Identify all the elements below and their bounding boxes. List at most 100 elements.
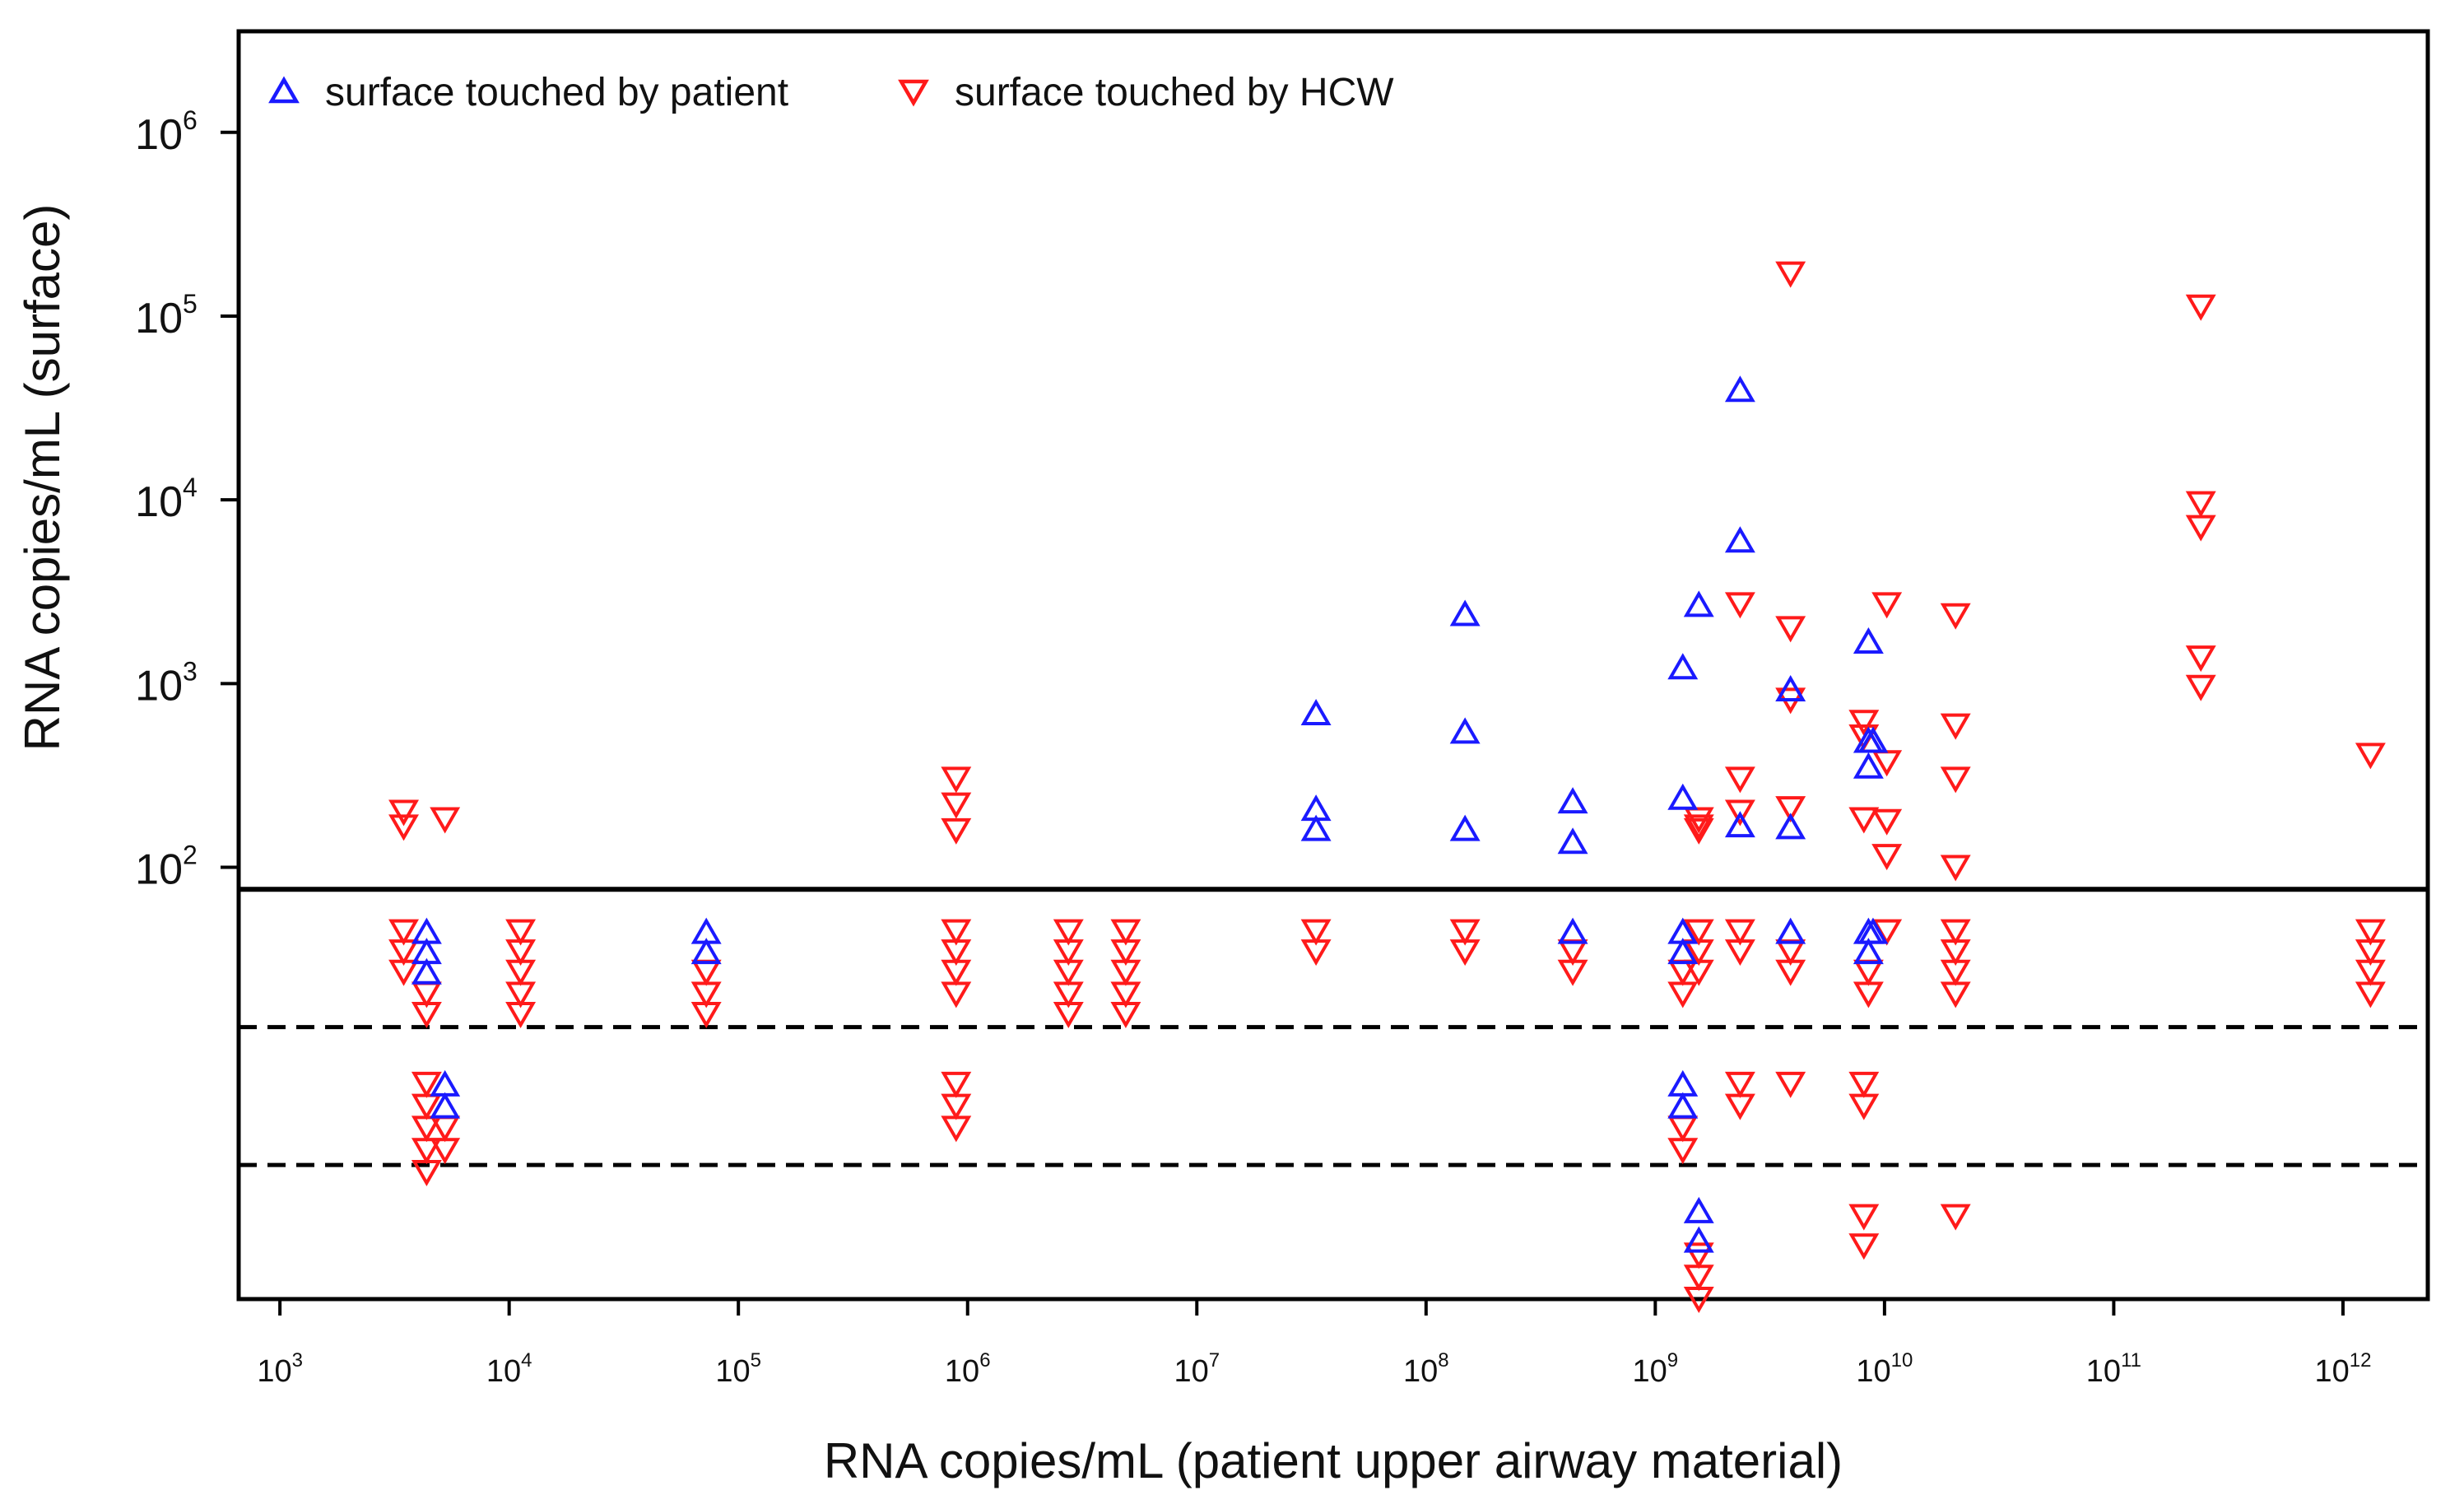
hcw-surface-point [1940, 939, 1971, 966]
patient-surface-point [430, 1092, 461, 1119]
patient-surface-point [411, 957, 442, 985]
patient-surface-point [1557, 917, 1588, 944]
x-tick-label: 106 [945, 1349, 991, 1389]
hcw-surface-point [1683, 814, 1714, 841]
legend-hcw-label: surface touched by HCW [955, 71, 1394, 114]
hcw-surface-point [2355, 743, 2386, 770]
hcw-surface-point [411, 1093, 442, 1120]
hcw-surface-point [1667, 981, 1699, 1008]
patient-surface-point [1557, 787, 1588, 814]
hcw-surface-point [1683, 959, 1714, 986]
hcw-surface-point [430, 1138, 461, 1165]
x-tick-label: 103 [257, 1349, 303, 1389]
hcw-surface-point [1940, 959, 1971, 986]
patient-surface-point [1857, 917, 1889, 944]
hcw-surface-point [505, 939, 537, 966]
hcw-surface-point [430, 807, 461, 834]
patient-surface-point [1724, 811, 1755, 838]
hcw-surface-point [941, 792, 972, 819]
hcw-surface-point [1724, 939, 1755, 966]
hcw-surface-point [1449, 919, 1481, 946]
hcw-surface-point [1053, 919, 1084, 946]
hcw-surface-point [388, 799, 420, 827]
patient-surface-point [1683, 1196, 1714, 1223]
hcw-surface-point [1775, 939, 1806, 966]
hcw-surface-point [1683, 939, 1714, 966]
patient-surface-point [1724, 375, 1755, 403]
legend-patient-label: surface touched by patient [325, 71, 788, 114]
hcw-surface-point [411, 1138, 442, 1165]
hcw-surface-point [1724, 1071, 1755, 1098]
hcw-surface-point [388, 814, 420, 841]
hcw-surface-point [1724, 592, 1755, 619]
hcw-surface-point [1683, 919, 1714, 946]
patient-surface-point [1667, 1069, 1699, 1097]
patient-surface-point [1857, 726, 1889, 753]
patient-surface-point [1683, 1226, 1714, 1253]
patient-surface-point [1300, 814, 1332, 841]
hcw-surface-point [1940, 1204, 1971, 1231]
hcw-surface-point [1871, 592, 1903, 619]
patient-surface-point [1775, 917, 1806, 944]
hcw-surface-point [1449, 939, 1481, 966]
hcw-surface-point [430, 1115, 461, 1143]
hcw-surface-point [1724, 919, 1755, 946]
hcw-surface-point [411, 981, 442, 1008]
hcw-surface-point [505, 919, 537, 946]
hcw-surface-point [2185, 491, 2216, 518]
hcw-surface-point [1940, 855, 1971, 882]
reference-lines [239, 887, 2428, 1167]
hcw-surface-point [411, 1115, 442, 1143]
hcw-surface-point [1775, 1071, 1806, 1098]
patient-surface-point [1667, 653, 1699, 680]
patient-surface-point [1449, 599, 1481, 626]
hcw-surface-point [2355, 919, 2386, 946]
y-tick-label: 106 [135, 105, 198, 159]
hcw-surface-point [1871, 808, 1903, 836]
hcw-surface-point [2185, 674, 2216, 701]
hcw-surface-point [690, 981, 722, 1008]
hcw-surface-point [505, 1002, 537, 1029]
hcw-surface-point [505, 981, 537, 1008]
hcw-surface-point [1110, 981, 1141, 1008]
patient-surface-point [1853, 752, 1884, 779]
hcw-surface-point [2185, 294, 2216, 321]
hcw-surface-point [1848, 1093, 1880, 1120]
patient-surface-point [1667, 1092, 1699, 1119]
hcw-surface-point [1940, 603, 1971, 630]
patient-surface-point [1449, 814, 1481, 841]
hcw-surface-point [1848, 1204, 1880, 1231]
hcw-surface-point [941, 939, 972, 966]
hcw-surface-point [1848, 807, 1880, 834]
patient-surface-point [1300, 699, 1332, 726]
hcw-surface-point [941, 981, 972, 1008]
y-tick-label: 105 [135, 289, 198, 342]
hcw-surface-point [1724, 1093, 1755, 1120]
legend: surface touched by patient surface touch… [268, 71, 1394, 114]
x-tick-label: 108 [1403, 1349, 1449, 1389]
x-axis-label: RNA copies/mL (patient upper airway mate… [824, 1433, 1843, 1488]
patient-surface-point [1853, 626, 1884, 654]
hcw-surface-point [2355, 959, 2386, 986]
hcw-surface-point [2185, 515, 2216, 542]
hcw-surface-point [411, 1071, 442, 1098]
hcw-surface-point [1557, 939, 1588, 966]
y-tick-label: 103 [135, 656, 198, 710]
hcw-surface-point [388, 959, 420, 986]
x-tick-label: 105 [715, 1349, 761, 1389]
hcw-surface-point [388, 919, 420, 946]
data-points [388, 261, 2386, 1314]
patient-surface-point [1683, 590, 1714, 617]
hcw-surface-point [1940, 981, 1971, 1008]
hcw-surface-point [1848, 1233, 1880, 1260]
y-tick-label: 102 [135, 841, 198, 894]
hcw-surface-point [1683, 1264, 1714, 1292]
patient-surface-point [690, 938, 722, 965]
hcw-surface-point [411, 1002, 442, 1029]
hcw-surface-point [1775, 616, 1806, 643]
hcw-surface-point [1300, 919, 1332, 946]
hcw-surface-point [690, 1002, 722, 1029]
hcw-surface-point [1557, 959, 1588, 986]
hcw-surface-point [1940, 919, 1971, 946]
